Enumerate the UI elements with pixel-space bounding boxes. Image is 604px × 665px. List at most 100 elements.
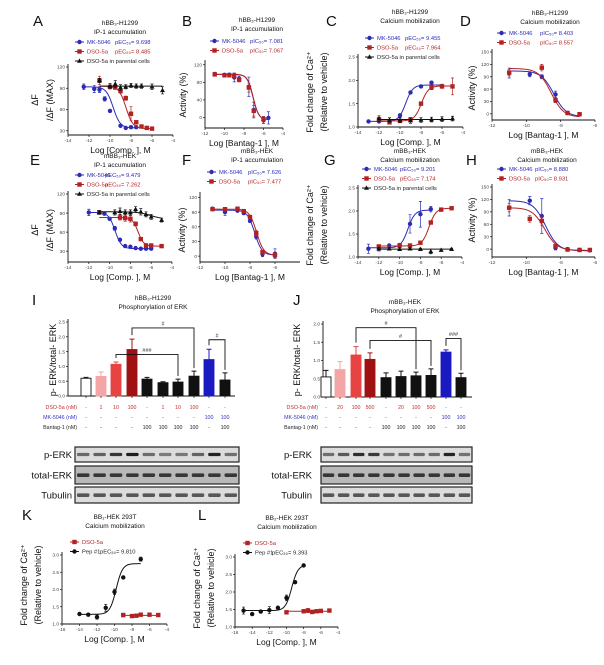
condition-value: - [400,415,402,421]
chart-title: BB₁-HEK 293T [93,514,136,521]
data-point [292,580,298,585]
data-point [397,113,403,118]
legend-marker [209,179,214,184]
fit-curve [214,73,269,120]
condition-value: - [339,415,341,421]
blot-band [368,473,380,477]
y-tick-label: 2.0 [58,335,65,341]
legend-stat: pIC₅₀= 7.081 [250,39,283,45]
condition-value: 100 [457,415,466,421]
blot-band [109,452,123,457]
data-point [261,117,266,122]
panel-label-D: D [460,13,471,30]
condition-value: - [85,405,87,411]
x-tick-label: -14 [355,130,362,136]
blot-band [443,493,456,497]
legend-marker [209,169,214,175]
y-tick-label: 1.5 [348,101,355,107]
data-point [96,209,102,215]
y-tick-label: 90 [60,86,66,92]
legend-marker [77,39,82,45]
legend-label: DSO-5a [509,41,531,47]
data-point [236,77,242,82]
bar [80,377,92,397]
y-tick-label: 60 [60,107,66,113]
condition-value: - [369,425,371,431]
y-axis-label: Fold change of Ca²⁺ [305,184,315,266]
data-point [439,116,445,121]
error-bar [222,372,228,381]
chart-title: Calcium mobilization [380,18,440,25]
data-point [418,212,423,217]
x-tick-label: -16 [59,627,66,633]
x-tick-label: -10 [221,131,228,137]
legend-label: DSO-5a [87,50,109,56]
condition-value: 100 [143,425,152,431]
condition-value: 100 [457,425,466,431]
chart-title: Phosphorylation of ERK [118,304,188,311]
data-point [241,608,246,613]
y-tick-label: 2.5 [348,186,355,192]
condition-value: 1 [162,405,165,411]
y-tick-label: 2.0 [225,590,232,596]
blot-band [175,493,188,497]
condition-value: 500 [427,405,436,411]
condition-value: - [355,415,357,421]
legend-marker [499,30,504,36]
blot-band [428,473,440,477]
legend-label: Pep #1 [82,550,100,556]
chart-title: mBB₃-HEK [104,153,137,160]
condition-value: 1 [100,405,103,411]
condition-value: 100 [221,425,230,431]
bar [126,349,138,397]
y-tick-label: 120 [481,62,489,68]
legend-marker [72,539,77,545]
chart-title: Phosphorylation of ERK [370,308,440,315]
blot-label: total-ERK [271,471,312,482]
condition-value: - [146,415,148,421]
y-tick-label: 2.0 [313,322,320,328]
data-point [450,84,455,89]
data-point [376,116,382,121]
x-tick-label: -8 [128,265,133,271]
legend-stat: pEC₅₀= 7.262 [105,183,141,189]
blot-band [322,473,335,477]
legend-stat: pEC₅₀= 9.698 [115,40,151,46]
legend-marker [245,540,250,546]
condition-value: 20 [337,405,343,411]
data-point [301,609,306,614]
x-tick-label: -10 [222,265,229,271]
data-point [418,84,424,89]
data-point [397,117,403,122]
blot-band [76,493,90,497]
data-point [118,123,123,128]
legend-marker [77,58,82,63]
data-point [148,214,154,219]
condition-value: - [193,415,195,421]
y-tick-label: 1.0 [52,622,59,628]
data-point [301,563,306,568]
x-tick-label: -10 [396,260,403,266]
error-bar [175,378,181,383]
legend-label: MK-5046 [87,40,111,46]
data-point [86,612,91,617]
x-tick-label: -12 [489,260,496,266]
data-point [314,609,319,614]
significance-label: # [399,334,403,340]
condition-value: - [131,415,133,421]
x-tick-label: -14 [65,138,72,144]
x-tick-label: -6 [593,123,598,129]
blot-band [443,473,456,477]
legend-stat: pEC₅₀= 7.964 [405,46,441,52]
chart-title: Calcium mobilization [257,524,317,531]
y-tick-label: 60 [484,87,490,93]
error-bar [98,371,104,377]
legend-marker [364,176,369,181]
chart-title: Calcium mobilization [85,523,145,530]
blot-band [191,452,205,457]
condition-value: 500 [366,405,375,411]
condition-value: - [355,425,357,431]
data-point [450,116,455,121]
blot-band [208,473,221,477]
significance-label: ### [449,332,459,338]
